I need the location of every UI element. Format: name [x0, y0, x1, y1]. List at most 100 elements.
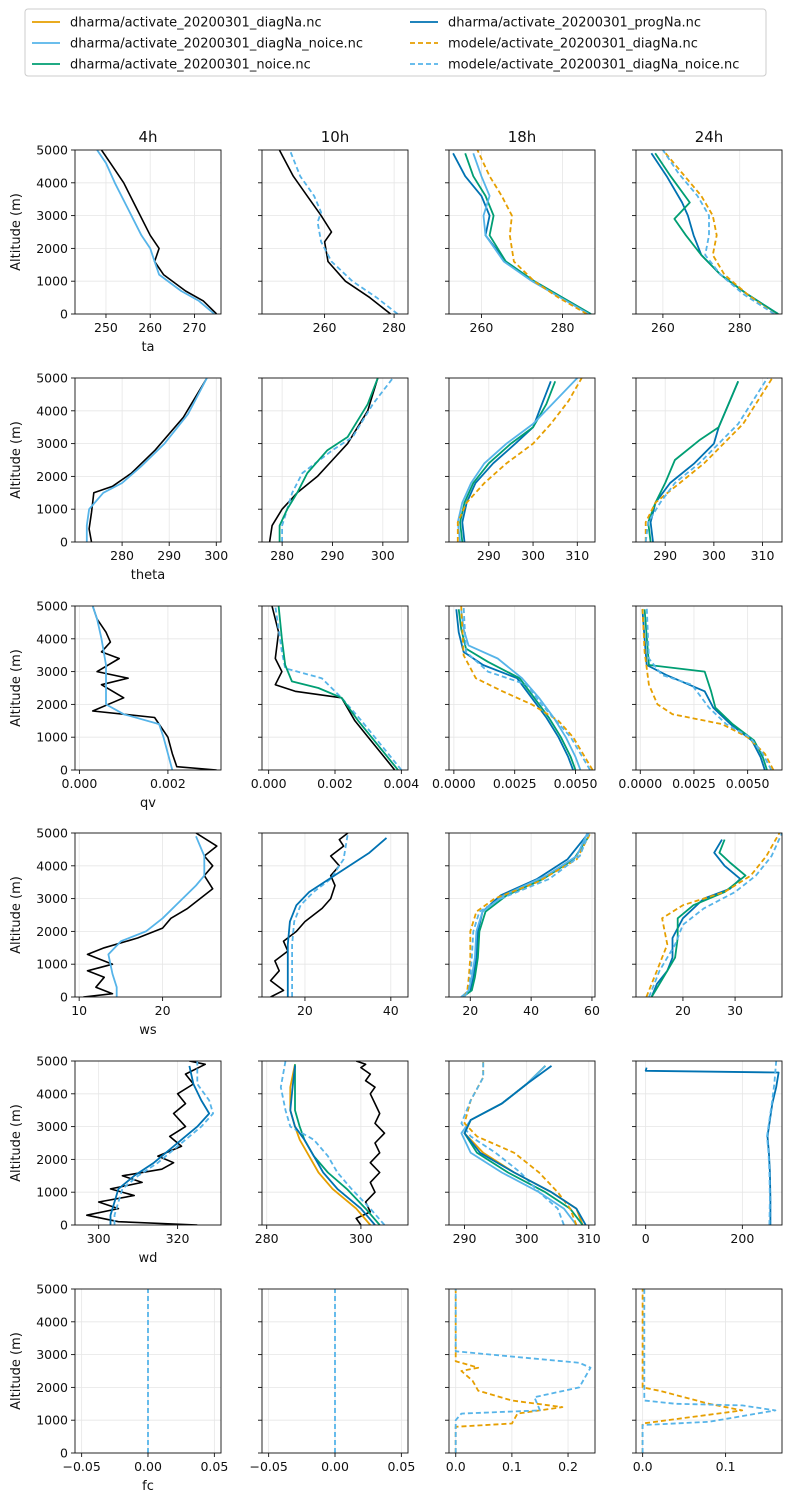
series-group [83, 833, 218, 997]
x-tick-label: 0.0000 [432, 776, 476, 791]
x-tick-label: 280 [270, 548, 294, 563]
series-line-modele_noice [460, 1061, 565, 1225]
series-line-modele_diagNa [456, 378, 583, 542]
series-line-diagNa_noice [456, 378, 578, 542]
series-line-model [274, 606, 403, 770]
series-group [650, 150, 779, 314]
y-tick-label: 2000 [36, 1152, 68, 1167]
panel-wd-0: 0 1000 2000 3000 4000 5000 300 320 wd [36, 1054, 222, 1266]
series-group [452, 150, 592, 314]
panel-qv-1: 0.000 0.002 0.004 [251, 605, 419, 791]
series-line-modele_noice [766, 1061, 778, 1225]
x-tick-label: 0 [642, 1231, 650, 1246]
x-tick-label: 0.0050 [726, 776, 770, 791]
series-line-obs [88, 378, 208, 542]
x-tick-label: 0.2 [558, 1459, 578, 1474]
series-line-model [281, 378, 394, 542]
series-line-progNa [460, 835, 587, 997]
panel-ta-2: 260 280 [445, 149, 596, 335]
series-group [645, 833, 782, 997]
series-line-obs [355, 1061, 386, 1225]
series-line-model [96, 150, 215, 314]
x-axis-label: qv [140, 796, 156, 811]
series-line-progNa [286, 837, 388, 997]
series-line-model [291, 833, 349, 997]
panel-frame [635, 1288, 783, 1454]
series-group [455, 606, 594, 770]
series-line-modele_noice [648, 833, 782, 997]
y-axis-label: Altitude (m) [9, 1104, 24, 1182]
panel-theta-1: 280 290 300 [258, 377, 409, 563]
y-tick-label: 4000 [36, 403, 68, 418]
series-line-modele_diagNa [476, 150, 588, 314]
x-tick-label: 0.0050 [554, 776, 598, 791]
series-line-noice [464, 152, 592, 314]
panel-ws-0: 0 1000 2000 3000 4000 5000 10 20 ws [36, 826, 222, 1038]
x-tick-label: 310 [577, 1231, 601, 1246]
series-group [641, 606, 775, 770]
legend-frame [24, 8, 767, 77]
x-tick-label: 0.0 [633, 1459, 653, 1474]
x-tick-label: 290 [453, 1231, 477, 1246]
panel-frame [261, 149, 409, 315]
y-tick-label: 0 [60, 535, 68, 550]
panel-frame [74, 149, 222, 315]
x-tick-label: 270 [183, 320, 207, 335]
x-tick-label: 260 [313, 320, 337, 335]
series-line-modele_diagNa [641, 1289, 744, 1453]
panel-wd-3: 0 200 [632, 1060, 783, 1246]
y-tick-label: 1000 [36, 1413, 68, 1428]
y-tick-label: 3000 [36, 664, 68, 679]
series-line-progNa [649, 380, 740, 542]
panel-fc-3: 0.0 0.1 [632, 1288, 783, 1474]
y-tick-label: 1000 [36, 957, 68, 972]
series-line-progNa [644, 1067, 780, 1225]
y-tick-label: 5000 [36, 1054, 68, 1069]
series-group [279, 1061, 386, 1225]
series-line-progNa [109, 1065, 211, 1225]
panel-theta-0: 0 1000 2000 3000 4000 5000 280 290 300 theta [36, 371, 228, 584]
series-line-noice [277, 606, 399, 770]
y-axis-label: Altitude (m) [9, 193, 24, 271]
x-tick-label: 0.000 [251, 776, 287, 791]
panel-fc-0: 0 1000 2000 3000 4000 5000 −0.05 0.00 0.05 fc [36, 1282, 228, 1495]
panel-ws-1: 20 40 [258, 832, 409, 1018]
series-line-modele_diagNa [454, 1289, 564, 1453]
panel-frame [448, 832, 596, 998]
x-tick-label: 200 [730, 1231, 754, 1246]
y-axis-label: Altitude (m) [9, 876, 24, 954]
y-tick-label: 4000 [36, 1086, 68, 1101]
y-tick-label: 4000 [36, 631, 68, 646]
y-tick-label: 1000 [36, 274, 68, 289]
series-line-model [91, 606, 174, 770]
y-tick-label: 2000 [36, 924, 68, 939]
series-line-obs [271, 606, 396, 770]
x-tick-label: 0.00 [134, 1459, 162, 1474]
x-tick-label: 300 [521, 548, 545, 563]
legend-label: dharma/activate_20200301_diagNa.nc [70, 16, 322, 31]
panel-ws-2: 20 40 60 [445, 832, 600, 1018]
series-line-model [113, 1061, 215, 1225]
panel-ta-0: 0 1000 2000 3000 4000 5000 250 260 270 ta [36, 143, 222, 355]
x-tick-label: 280 [551, 320, 575, 335]
x-tick-label: 0.0 [446, 1459, 466, 1474]
x-tick-label: 0.05 [200, 1459, 228, 1474]
y-tick-label: 0 [60, 1218, 68, 1233]
y-tick-label: 2000 [36, 1380, 68, 1395]
series-line-obs [278, 150, 392, 314]
y-tick-label: 2000 [36, 241, 68, 256]
x-tick-label: 290 [157, 548, 181, 563]
y-tick-label: 5000 [36, 143, 68, 158]
series-line-obs [100, 150, 218, 314]
legend-label: dharma/activate_20200301_diagNa_noice.nc [70, 37, 363, 52]
x-tick-label: 300 [702, 548, 726, 563]
series-group [91, 606, 217, 770]
panel-fc-2: 0.0 0.1 0.2 [445, 1288, 596, 1474]
x-tick-label: 20 [297, 1003, 313, 1018]
series-group [278, 150, 399, 314]
panel-frame [635, 149, 783, 315]
x-tick-label: 60 [584, 1003, 600, 1018]
series-group [269, 833, 388, 997]
